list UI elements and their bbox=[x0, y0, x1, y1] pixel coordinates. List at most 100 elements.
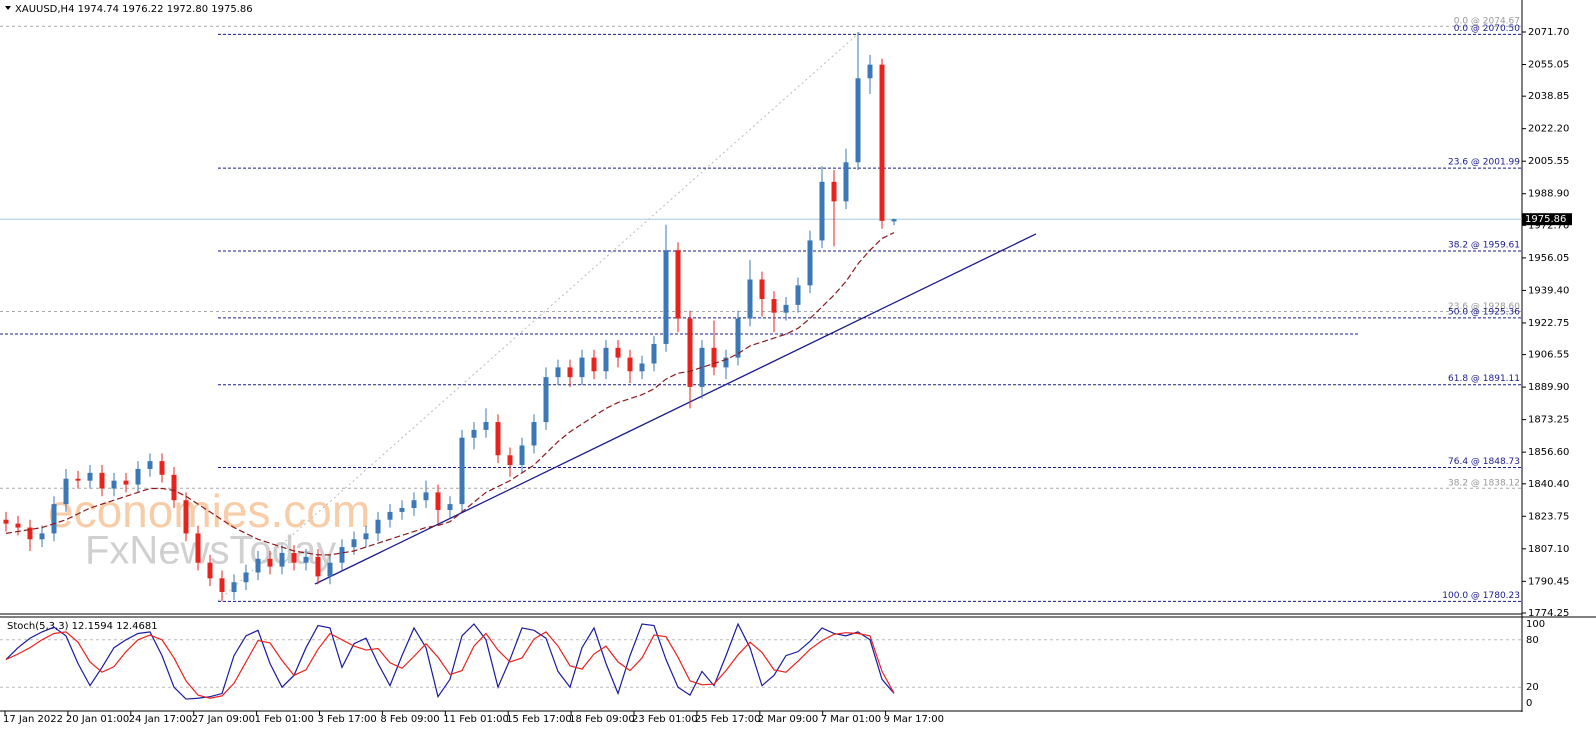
candle-body bbox=[543, 377, 549, 423]
x-tick-label: 7 Mar 01:00 bbox=[821, 714, 881, 725]
y-tick-label: 1790.45 bbox=[1528, 576, 1569, 587]
y-tick-label: 2005.55 bbox=[1528, 156, 1569, 167]
x-tick-label: 8 Feb 09:00 bbox=[380, 714, 439, 725]
stoch-tick-label: 0 bbox=[1526, 698, 1532, 709]
candle-body bbox=[135, 468, 141, 485]
x-tick-label: 27 Jan 09:00 bbox=[192, 714, 255, 725]
symbol-header: XAUUSD,H4 1974.74 1976.22 1972.80 1975.8… bbox=[15, 4, 253, 15]
x-tick-label: 15 Feb 17:00 bbox=[506, 714, 572, 725]
candle-body bbox=[411, 500, 417, 509]
y-tick-label: 1840.40 bbox=[1528, 479, 1569, 490]
y-tick-label: 1956.05 bbox=[1528, 253, 1569, 264]
candle-body bbox=[387, 511, 393, 520]
y-tick-label: 2038.85 bbox=[1528, 91, 1569, 102]
old-fib-label: 38.2 @ 1838.12 bbox=[1448, 479, 1520, 489]
candle-body bbox=[699, 347, 705, 387]
candle-body bbox=[183, 500, 189, 534]
candle-body bbox=[123, 480, 129, 485]
candle-body bbox=[327, 562, 333, 577]
stoch-line bbox=[5, 631, 895, 699]
candle-body bbox=[75, 478, 81, 481]
candle-body bbox=[399, 508, 405, 512]
candle-body bbox=[99, 472, 105, 489]
stoch-tick-label: 80 bbox=[1526, 635, 1539, 646]
candle-body bbox=[651, 343, 657, 364]
candle-body bbox=[495, 422, 501, 456]
candle-body bbox=[615, 347, 621, 358]
candle-body bbox=[711, 347, 717, 368]
stoch-tick-label: 20 bbox=[1526, 682, 1539, 693]
candle-body bbox=[807, 240, 813, 286]
candle-body bbox=[663, 250, 669, 344]
symbol: XAUUSD,H4 bbox=[15, 4, 74, 15]
y-tick-label: 2055.05 bbox=[1528, 60, 1569, 71]
y-tick-label: 1774.25 bbox=[1528, 608, 1569, 619]
stoch-header: Stoch(5,3,3) 12.1594 12.4681 bbox=[7, 621, 158, 632]
candle-body bbox=[771, 299, 777, 313]
fib-label: 100.0 @ 1780.23 bbox=[1442, 591, 1520, 601]
x-tick-label: 2 Mar 09:00 bbox=[758, 714, 818, 725]
quote: 1974.74 1976.22 1972.80 1975.86 bbox=[78, 4, 253, 15]
candle-body bbox=[723, 357, 729, 368]
candle-body bbox=[639, 363, 645, 372]
y-tick-label: 2071.70 bbox=[1528, 27, 1569, 38]
candle-body bbox=[555, 367, 561, 378]
candle-body bbox=[279, 552, 285, 567]
fib-label: 38.2 @ 1959.61 bbox=[1448, 240, 1520, 250]
candle-body bbox=[507, 455, 513, 466]
candle-body bbox=[291, 552, 297, 563]
candle-body bbox=[39, 533, 45, 540]
x-tick-label: 9 Mar 17:00 bbox=[884, 714, 944, 725]
candle-body bbox=[831, 181, 837, 202]
x-tick-label: 23 Feb 01:00 bbox=[632, 714, 698, 725]
candle-body bbox=[687, 318, 693, 387]
candle-body bbox=[603, 347, 609, 372]
fib-label: 0.0 @ 2070.50 bbox=[1454, 24, 1521, 34]
y-tick-label: 1906.55 bbox=[1528, 350, 1569, 361]
candle-body bbox=[459, 437, 465, 505]
candle-body bbox=[591, 357, 597, 372]
y-tick-label: 1856.60 bbox=[1528, 447, 1569, 458]
y-tick-label: 2022.20 bbox=[1528, 124, 1569, 135]
stoch-k-last: 12.1594 bbox=[72, 621, 113, 632]
candle-body bbox=[351, 539, 357, 548]
last-price-label: 1975.86 bbox=[1525, 214, 1566, 225]
candle-body bbox=[891, 219, 897, 222]
x-tick-label: 25 Feb 17:00 bbox=[695, 714, 761, 725]
candle-body bbox=[375, 519, 381, 534]
stoch-title: Stoch(5,3,3) bbox=[7, 621, 69, 632]
y-tick-label: 1873.25 bbox=[1528, 415, 1569, 426]
old-fib-label: 23.6 @ 1928.60 bbox=[1448, 302, 1520, 312]
candle-body bbox=[87, 472, 93, 481]
candle-body bbox=[759, 279, 765, 300]
stoch-d-last: 12.4681 bbox=[116, 621, 157, 632]
stoch-line bbox=[5, 622, 895, 700]
menu-arrow[interactable] bbox=[5, 6, 11, 10]
candle-body bbox=[423, 492, 429, 501]
x-tick-label: 17 Jan 2022 bbox=[3, 714, 63, 725]
candle-body bbox=[159, 461, 165, 475]
candle-body bbox=[471, 429, 477, 438]
candle-body bbox=[243, 572, 249, 583]
trendline bbox=[314, 233, 1037, 585]
candle-body bbox=[363, 533, 369, 540]
y-tick-label: 1922.75 bbox=[1528, 318, 1569, 329]
candle-body bbox=[147, 461, 153, 469]
candle-body bbox=[819, 181, 825, 241]
x-tick-label: 1 Feb 01:00 bbox=[255, 714, 314, 725]
candle-body bbox=[867, 64, 873, 79]
candle-body bbox=[231, 582, 237, 593]
candle-body bbox=[267, 558, 273, 567]
fib-label: 50.0 @ 1925.36 bbox=[1448, 307, 1520, 317]
candle-body bbox=[783, 304, 789, 313]
candle-body bbox=[519, 445, 525, 466]
candle-body bbox=[3, 519, 9, 524]
candle-body bbox=[735, 318, 741, 358]
candle-body bbox=[303, 556, 309, 563]
candle-body bbox=[195, 533, 201, 563]
candle-body bbox=[483, 422, 489, 430]
last-price-box bbox=[1522, 213, 1572, 226]
candle-body bbox=[579, 357, 585, 378]
